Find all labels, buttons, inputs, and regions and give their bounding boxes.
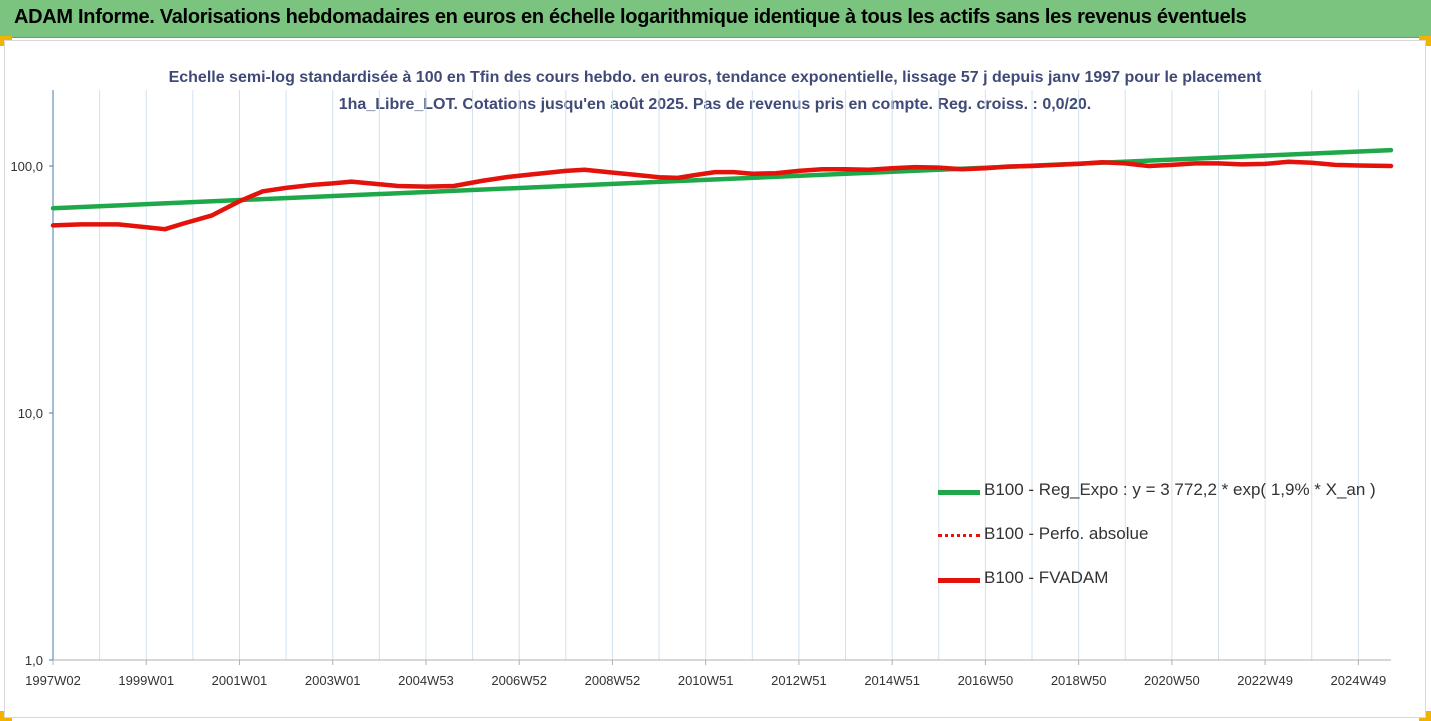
x-tick-label: 2018W50 bbox=[1051, 673, 1107, 688]
x-tick-label: 2001W01 bbox=[212, 673, 268, 688]
y-tick-label: 10,0 bbox=[18, 406, 43, 421]
page-title: ADAM Informe. Valorisations hebdomadaire… bbox=[14, 6, 1247, 28]
legend-label-regression: B100 - Reg_Expo : y = 3 772,2 * exp( 1,9… bbox=[984, 480, 1376, 499]
legend-label-fvadam: B100 - FVADAM bbox=[984, 568, 1109, 587]
x-tick-label: 2010W51 bbox=[678, 673, 734, 688]
x-tick-label: 2022W49 bbox=[1237, 673, 1293, 688]
x-tick-label: 1997W02 bbox=[25, 673, 81, 688]
x-tick-label: 2014W51 bbox=[864, 673, 920, 688]
x-tick-label: 2012W51 bbox=[771, 673, 827, 688]
legend-swatch-regression bbox=[938, 490, 980, 495]
x-tick-label: 2006W52 bbox=[491, 673, 547, 688]
x-tick-label: 2024W49 bbox=[1331, 673, 1387, 688]
x-tick-label: 2016W50 bbox=[958, 673, 1014, 688]
series-line-fvadam bbox=[50, 159, 1394, 232]
x-tick-label: 2008W52 bbox=[585, 673, 641, 688]
legend-label-perfo-absolue: B100 - Perfo. absolue bbox=[984, 524, 1149, 543]
y-tick-label: 100,0 bbox=[10, 159, 43, 174]
x-tick-label: 1999W01 bbox=[118, 673, 174, 688]
legend-swatch-fvadam bbox=[938, 578, 980, 583]
legend-swatch-perfo-absolue bbox=[938, 534, 980, 537]
series-line-regression bbox=[50, 147, 1394, 211]
chart-title: Echelle semi-log standardisée à 100 en T… bbox=[168, 69, 1262, 113]
x-tick-label: 2003W01 bbox=[305, 673, 361, 688]
chart-frame bbox=[4, 40, 1426, 718]
y-tick-label: 1,0 bbox=[25, 653, 43, 668]
x-tick-label: 2004W53 bbox=[398, 673, 454, 688]
x-tick-label: 2020W50 bbox=[1144, 673, 1200, 688]
header-banner: ADAM Informe. Valorisations hebdomadaire… bbox=[0, 0, 1431, 38]
